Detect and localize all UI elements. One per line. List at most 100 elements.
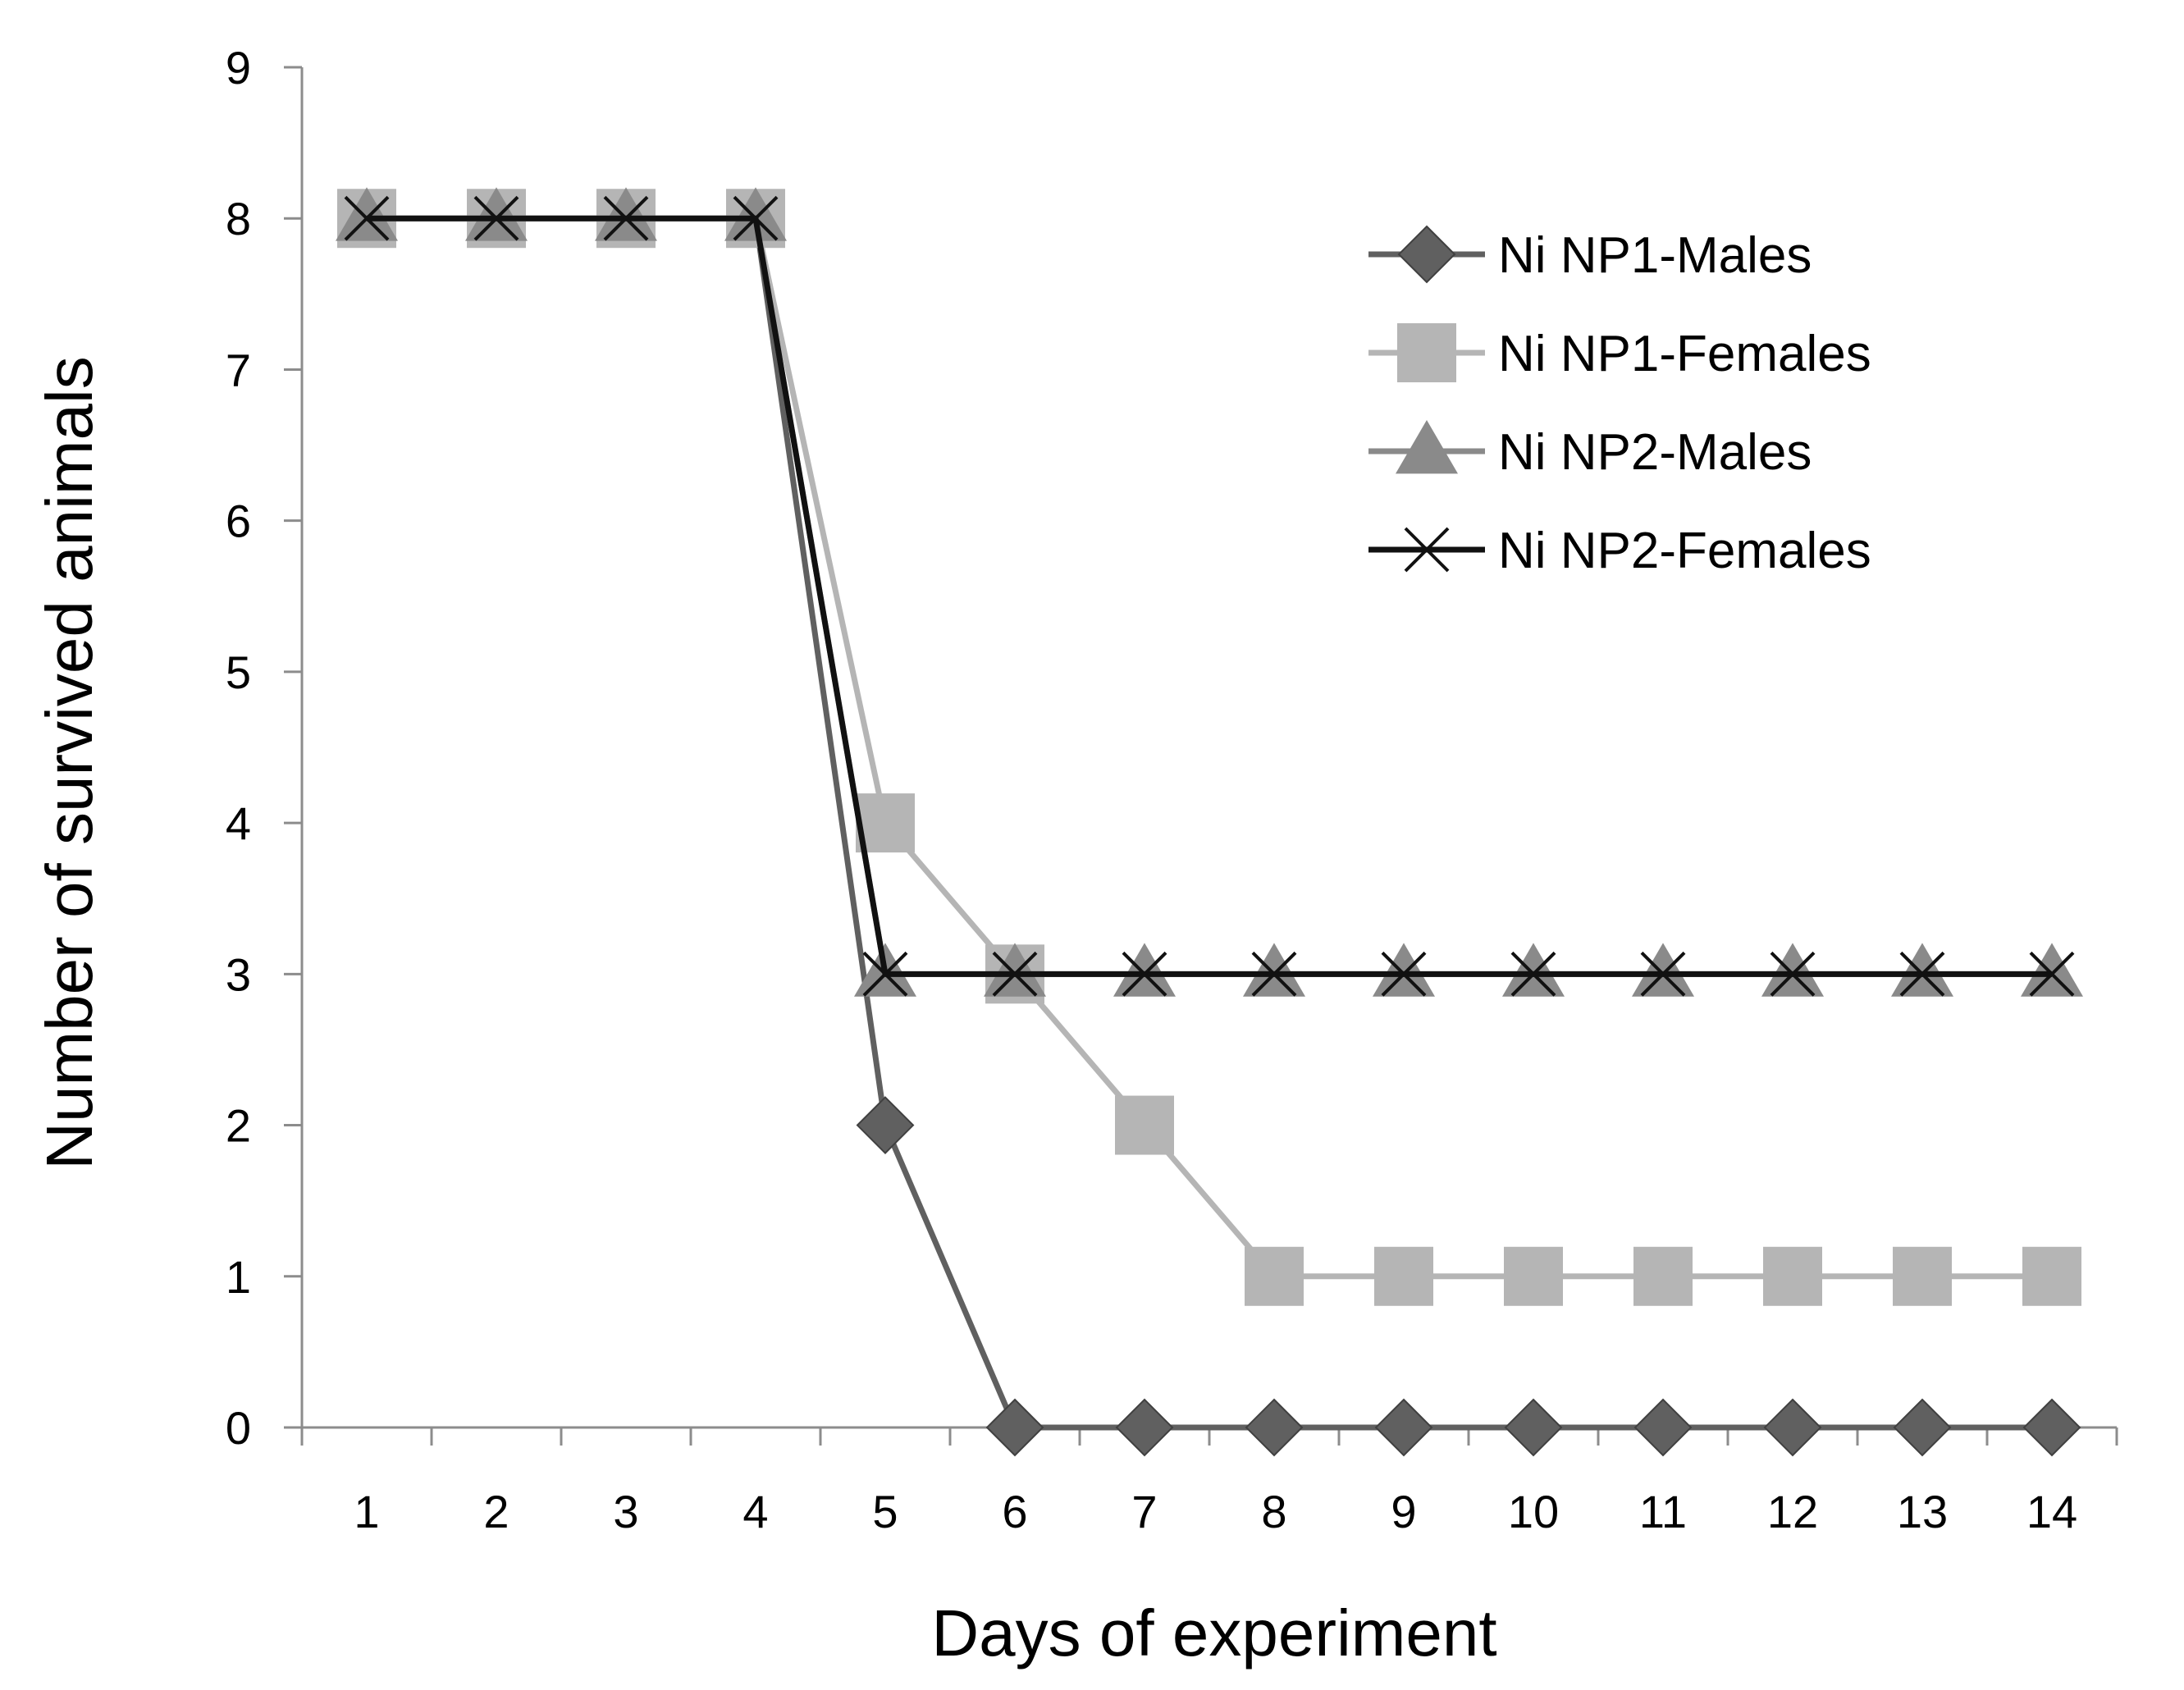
data-point — [1640, 951, 1686, 997]
x-tick-label: 9 — [1391, 1486, 1416, 1537]
x-tick-label: 2 — [483, 1486, 509, 1537]
series-ni-np2-males — [336, 187, 2083, 997]
data-point — [2021, 943, 2083, 997]
x-marker-stroke — [1381, 951, 1427, 997]
x-marker-stroke — [603, 195, 649, 241]
data-point — [344, 195, 390, 241]
x-marker-stroke — [473, 195, 519, 241]
data-point — [1763, 1246, 1822, 1306]
y-tick-label: 5 — [226, 646, 251, 698]
legend-label: Ni NP1-Males — [1498, 227, 1812, 284]
y-tick-label: 7 — [226, 344, 251, 395]
data-point — [1770, 951, 1816, 997]
x-marker-stroke — [992, 951, 1038, 997]
data-point — [1633, 1246, 1693, 1306]
data-point — [1115, 1095, 1174, 1155]
legend-label: Ni NP2-Females — [1498, 523, 1871, 579]
y-tick-label: 9 — [226, 42, 251, 94]
legend-marker — [1396, 420, 1458, 474]
legend-marker — [1404, 527, 1450, 573]
x-axis-title: Days of experiment — [931, 1596, 1496, 1669]
y-tick-label: 3 — [226, 948, 251, 1000]
legend-entry: Ni NP1-Males — [1368, 225, 1812, 284]
x-tick-label: 11 — [1639, 1486, 1687, 1537]
x-tick-label: 4 — [742, 1486, 768, 1537]
data-point — [1243, 943, 1305, 997]
data-point — [1899, 951, 1945, 997]
legend-entry: Ni NP2-Males — [1368, 420, 1812, 481]
data-point — [1122, 951, 1167, 997]
data-point — [1245, 1398, 1304, 1457]
legend-marker — [1397, 323, 1456, 382]
data-point — [1763, 1398, 1822, 1457]
data-point — [1891, 943, 1953, 997]
data-point — [2029, 951, 2075, 997]
x-tick-label: 5 — [872, 1486, 898, 1537]
x-marker-stroke — [862, 951, 908, 997]
data-point — [1504, 1246, 1563, 1306]
data-point — [733, 195, 779, 241]
legend-entry: Ni NP1-Females — [1368, 323, 1871, 382]
data-point — [1115, 1398, 1174, 1457]
data-point — [1504, 1398, 1563, 1457]
data-point — [603, 195, 649, 241]
data-point — [1381, 951, 1427, 997]
data-point — [724, 187, 787, 241]
x-marker-stroke — [733, 195, 779, 241]
data-point — [1113, 943, 1176, 997]
x-marker-stroke — [1770, 951, 1816, 997]
legend-marker — [1397, 225, 1456, 284]
x-marker-stroke — [1640, 951, 1686, 997]
data-point — [1632, 943, 1694, 997]
data-point — [1761, 943, 1824, 997]
data-point — [1502, 943, 1565, 997]
data-point — [1893, 1246, 1952, 1306]
data-point — [985, 1398, 1044, 1457]
x-marker-stroke — [1122, 951, 1167, 997]
data-point — [1510, 951, 1556, 997]
y-tick-label: 0 — [226, 1402, 251, 1454]
x-tick-label: 12 — [1767, 1486, 1818, 1537]
y-tick-label: 8 — [226, 193, 251, 244]
data-point — [862, 951, 908, 997]
x-tick-label: 14 — [2026, 1486, 2077, 1537]
y-axis-title: Number of survived animals — [33, 356, 106, 1169]
data-point — [1374, 1246, 1433, 1306]
data-point — [2022, 1246, 2081, 1306]
legend-entry: Ni NP2-Females — [1368, 523, 1871, 579]
x-tick-label: 6 — [1002, 1486, 1027, 1537]
data-point — [1251, 951, 1297, 997]
legend: Ni NP1-Males Ni NP1-Females Ni NP2-Males Ni… — [1368, 225, 1871, 579]
data-point — [1373, 943, 1435, 997]
series-ni-np2-females — [344, 195, 2075, 997]
data-point — [992, 951, 1038, 997]
data-point — [856, 1096, 915, 1154]
x-marker-stroke — [1899, 951, 1945, 997]
series-layer — [336, 187, 2083, 1457]
data-point — [1245, 1246, 1304, 1306]
data-point — [984, 943, 1046, 997]
y-tick-label: 1 — [226, 1251, 251, 1303]
y-tick-label: 6 — [226, 496, 251, 547]
x-tick-label: 8 — [1261, 1486, 1286, 1537]
series-line — [367, 215, 2052, 977]
y-tick-label: 2 — [226, 1100, 251, 1152]
legend-label: Ni NP2-Males — [1498, 424, 1812, 481]
x-marker-stroke — [1251, 951, 1297, 997]
x-tick-label: 7 — [1131, 1486, 1157, 1537]
x-marker-stroke — [1510, 951, 1556, 997]
data-point — [473, 195, 519, 241]
x-tick-label: 10 — [1508, 1486, 1559, 1537]
data-point — [1893, 1398, 1952, 1457]
y-tick-label: 4 — [226, 797, 251, 849]
x-marker-stroke — [1404, 527, 1450, 573]
x-marker-stroke — [344, 195, 390, 241]
data-point — [595, 187, 657, 241]
data-point — [1374, 1398, 1433, 1457]
data-point — [336, 187, 398, 241]
x-tick-label: 1 — [354, 1486, 379, 1537]
data-point — [465, 187, 528, 241]
